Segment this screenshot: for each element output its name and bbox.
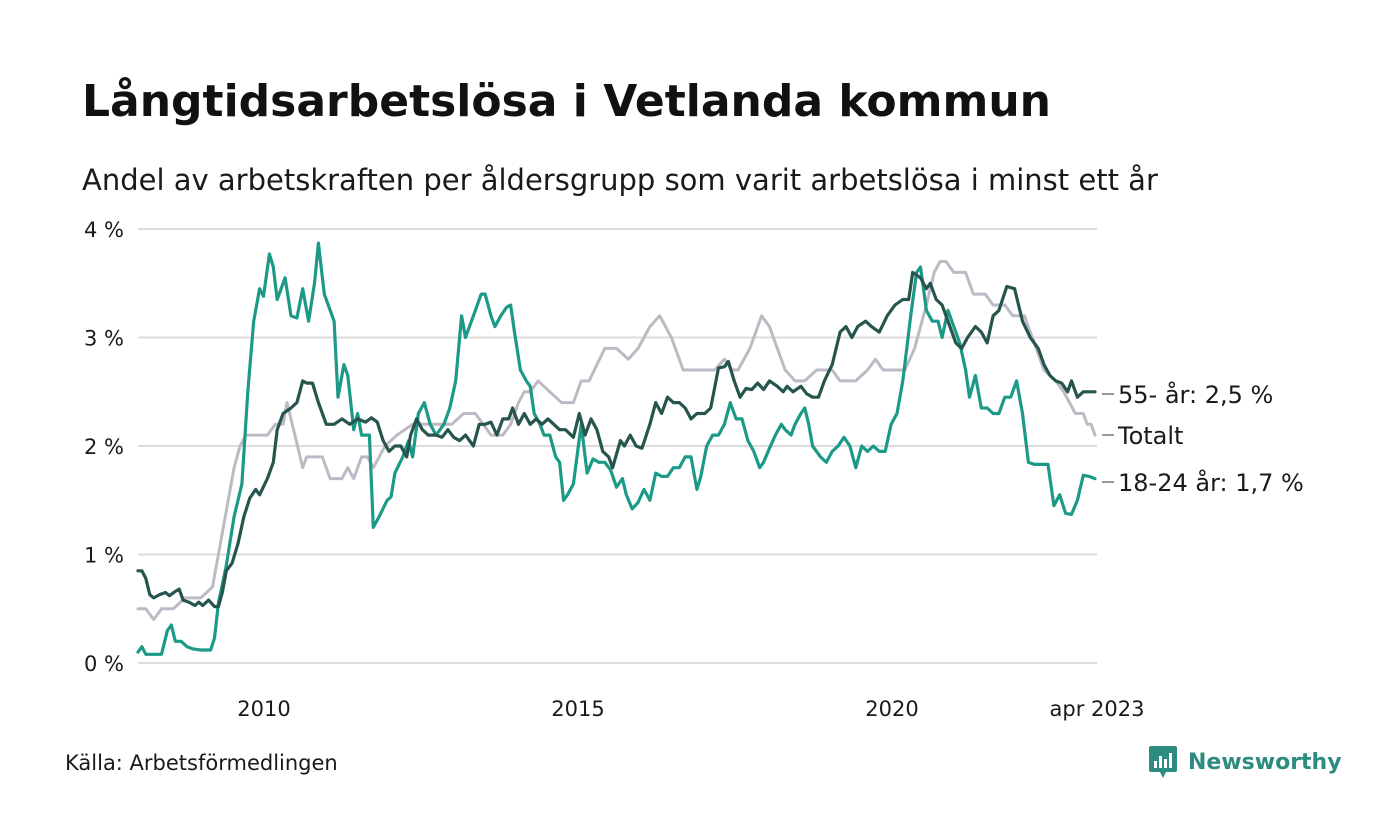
series-line-totalt xyxy=(136,260,1097,622)
series-lines xyxy=(136,241,1097,656)
y-tick-label: 2 % xyxy=(84,435,124,459)
y-tick-label: 3 % xyxy=(84,327,124,351)
source-note: Källa: Arbetsförmedlingen xyxy=(65,751,338,775)
series-line-age_18_24 xyxy=(136,241,1097,656)
x-tick-label: apr 2023 xyxy=(1050,697,1145,721)
newsworthy-logo-icon xyxy=(1149,746,1177,778)
x-tick-label: 2015 xyxy=(551,697,604,721)
end-label-totalt: Totalt xyxy=(1117,422,1183,450)
x-tick-label: 2020 xyxy=(865,697,918,721)
y-tick-label: 4 % xyxy=(84,218,124,242)
chart-subtitle: Andel av arbetskraften per åldersgrupp s… xyxy=(82,163,1158,197)
end-label-age_18_24: 18-24 år: 1,7 % xyxy=(1118,468,1304,497)
line-chart: 0 % 1 % 2 % 3 % 4 % 2010 2015 2020 apr 2023 Tot… xyxy=(84,218,1304,721)
brand-name: Newsworthy xyxy=(1188,749,1342,775)
chart-title: Långtidsarbetslösa i Vetlanda kommun xyxy=(82,76,1051,127)
x-axis-tick-labels: 2010 2015 2020 apr 2023 xyxy=(237,697,1144,721)
y-tick-label: 1 % xyxy=(84,544,124,568)
brand-logo: Newsworthy xyxy=(1148,742,1342,782)
x-tick-label: 2010 xyxy=(237,697,290,721)
end-labels: Totalt 55- år: 2,5 % 18-24 år: 1,7 % xyxy=(1102,380,1304,497)
series-line-age_55 xyxy=(136,270,1097,609)
end-label-age_55: 55- år: 2,5 % xyxy=(1118,380,1273,409)
y-tick-label: 0 % xyxy=(84,652,124,676)
y-axis-tick-labels: 0 % 1 % 2 % 3 % 4 % xyxy=(84,218,124,676)
